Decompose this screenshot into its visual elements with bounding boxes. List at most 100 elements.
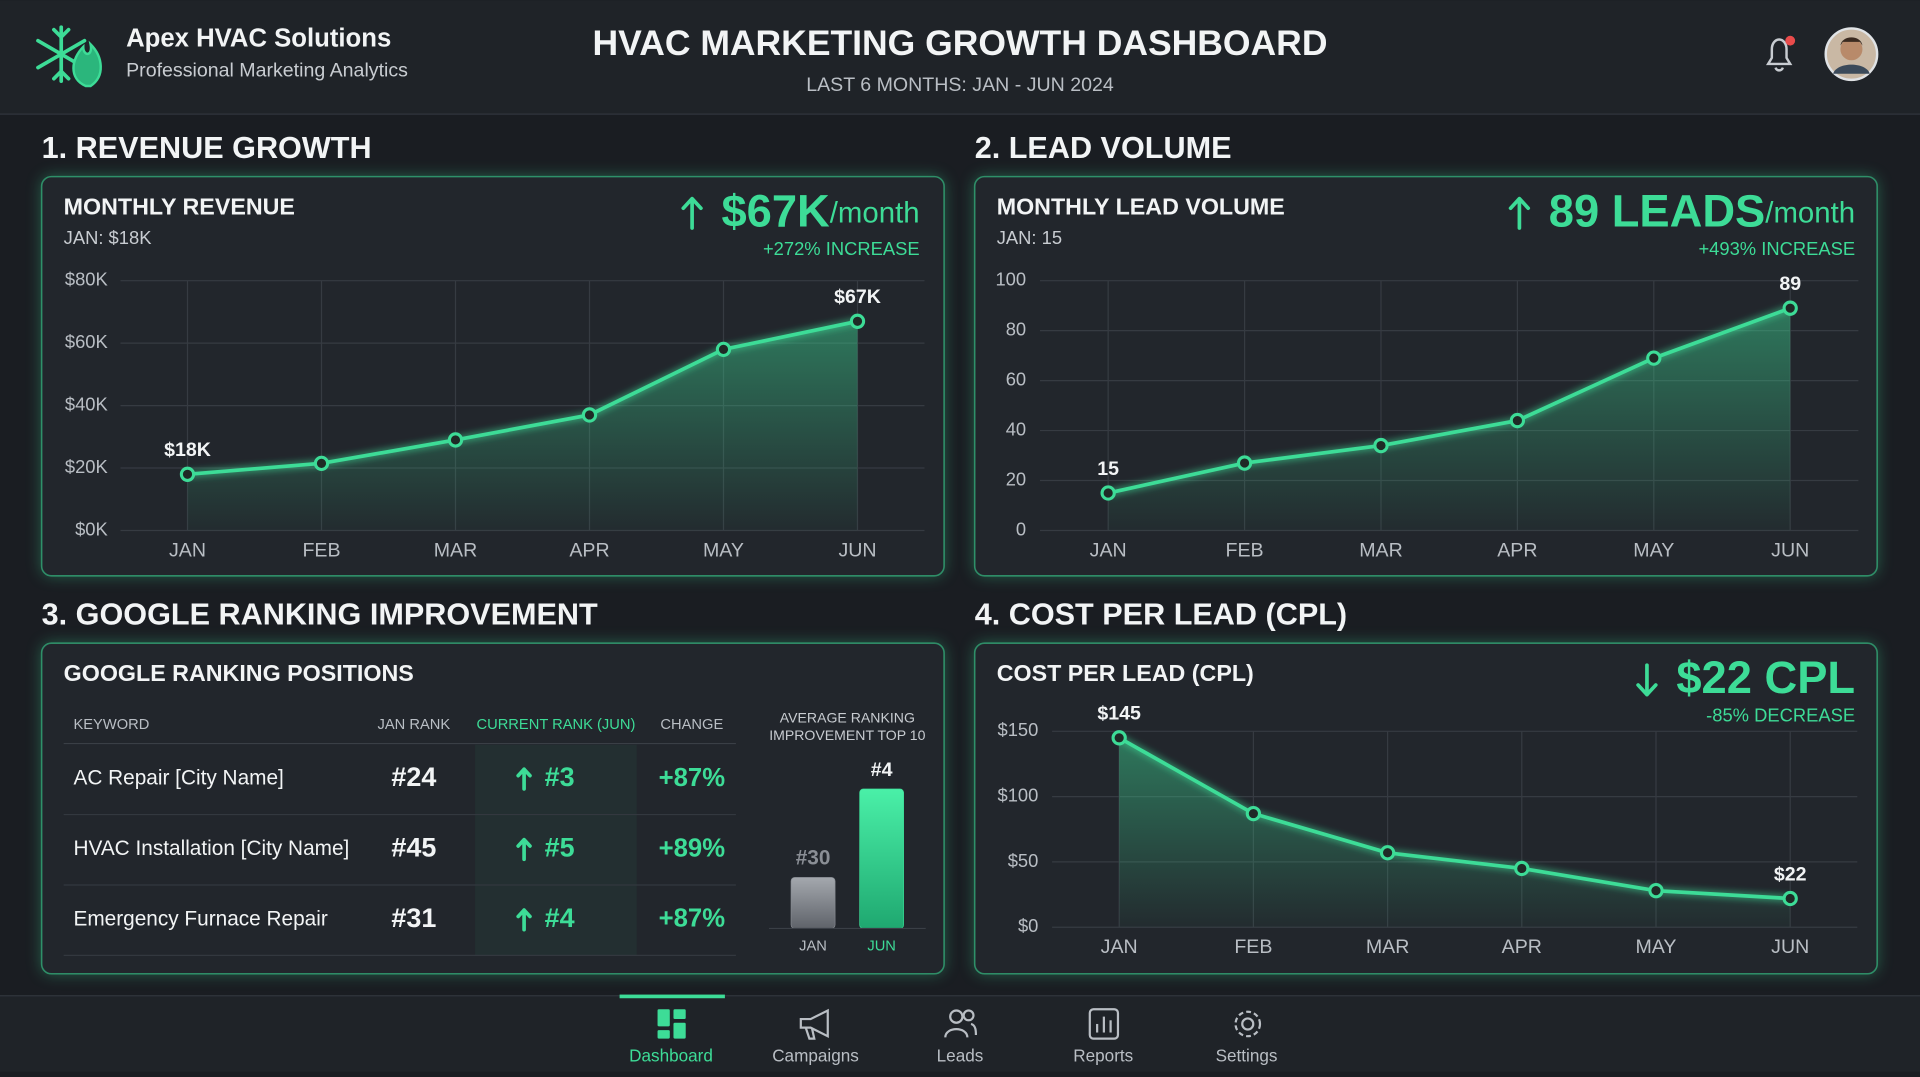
section-title: 1. REVENUE GROWTH bbox=[42, 131, 372, 165]
nav-item[interactable]: Campaigns bbox=[772, 1046, 859, 1066]
bar-label: #30 bbox=[796, 847, 831, 870]
area bbox=[1119, 737, 1791, 928]
x-tick-label: MAY bbox=[1636, 936, 1677, 958]
data-point bbox=[849, 313, 866, 329]
kpi-number: 89 LEADS bbox=[1549, 186, 1766, 237]
x-tick-label: FEB bbox=[1234, 936, 1272, 958]
data-point bbox=[1379, 845, 1396, 861]
line bbox=[1107, 306, 1791, 495]
current-rank: #5 bbox=[545, 833, 575, 863]
data-label: 89 bbox=[1779, 273, 1801, 295]
data-point bbox=[1509, 412, 1526, 429]
panel-title: COST PER LEAD (CPL) bbox=[997, 660, 1254, 686]
kpi-value: 89 LEADS/month bbox=[1549, 186, 1855, 237]
ranking-panel bbox=[40, 642, 945, 975]
x-tick-label: JUN bbox=[867, 939, 896, 955]
y-tick-label: $100 bbox=[998, 784, 1039, 805]
trend-arrow bbox=[1636, 663, 1658, 697]
panel-title: GOOGLE RANKING POSITIONS bbox=[64, 660, 414, 686]
brand-name: Apex HVAC Solutions bbox=[126, 24, 391, 52]
y-tick-label: 80 bbox=[1006, 318, 1026, 339]
jan-rank: #31 bbox=[391, 903, 436, 933]
data-point bbox=[1782, 300, 1798, 316]
trend-arrow bbox=[516, 767, 532, 791]
kpi-unit: /month bbox=[1765, 196, 1855, 229]
data-point bbox=[1646, 350, 1662, 366]
y-tick-label: 40 bbox=[1006, 418, 1026, 439]
y-tick-label: 60 bbox=[1006, 368, 1026, 389]
data-point bbox=[1100, 485, 1116, 501]
keyword: HVAC Installation [City Name] bbox=[73, 837, 349, 860]
x-tick-label: MAY bbox=[1633, 539, 1674, 561]
line bbox=[1118, 736, 1791, 901]
y-tick-label: $60K bbox=[65, 331, 109, 352]
x-tick-label: APR bbox=[569, 539, 609, 561]
x-tick-label: JAN bbox=[799, 939, 827, 955]
data-label: $18K bbox=[164, 439, 211, 461]
nav-item[interactable]: Leads bbox=[937, 1046, 984, 1066]
line bbox=[187, 319, 858, 477]
y-tick-label: $150 bbox=[998, 719, 1039, 740]
x-tick-label: FEB bbox=[1226, 539, 1264, 561]
data-point bbox=[1373, 437, 1389, 454]
user-avatar[interactable] bbox=[1824, 27, 1879, 82]
section-title: 4. COST PER LEAD (CPL) bbox=[975, 597, 1347, 631]
trend-arrow bbox=[516, 908, 532, 932]
x-tick-label: JUN bbox=[838, 539, 876, 561]
x-tick-label: APR bbox=[1502, 936, 1542, 958]
current-rank: #3 bbox=[545, 762, 575, 792]
table-header: JAN RANK bbox=[378, 717, 451, 733]
keyword: Emergency Furnace Repair bbox=[73, 907, 327, 930]
kpi-change: -85% DECREASE bbox=[1706, 704, 1855, 725]
nav-icon-campaigns bbox=[799, 1008, 829, 1040]
y-tick-label: 0 bbox=[1016, 518, 1026, 539]
nav-item[interactable]: Dashboard bbox=[629, 1046, 713, 1066]
x-tick-label: FEB bbox=[302, 539, 340, 561]
kpi-value: $67K/month bbox=[721, 186, 919, 237]
notifications[interactable] bbox=[1766, 35, 1796, 72]
bar bbox=[859, 788, 904, 929]
rank-change: +87% bbox=[659, 764, 726, 792]
dashboard-subtitle: LAST 6 MONTHS: JAN - JUN 2024 bbox=[806, 74, 1114, 96]
data-point bbox=[715, 341, 732, 358]
kpi-change: +493% INCREASE bbox=[1698, 238, 1855, 259]
bar bbox=[790, 877, 836, 929]
y-tick-label: $80K bbox=[65, 269, 109, 290]
nav-item[interactable]: Settings bbox=[1216, 1046, 1278, 1066]
x-tick-label: MAR bbox=[1366, 936, 1410, 958]
data-point bbox=[313, 455, 330, 472]
nav-icon-leads bbox=[944, 1009, 978, 1038]
x-tick-label: MAR bbox=[434, 539, 478, 561]
brand-tagline: Professional Marketing Analytics bbox=[126, 59, 408, 81]
x-tick-label: APR bbox=[1497, 539, 1537, 561]
kpi-value: $22 CPL bbox=[1676, 652, 1855, 703]
data-point bbox=[1245, 805, 1262, 822]
section-title: 2. LEAD VOLUME bbox=[975, 131, 1232, 165]
area bbox=[1108, 308, 1791, 531]
y-tick-label: $50 bbox=[1008, 850, 1039, 871]
table-header: CHANGE bbox=[660, 717, 723, 733]
y-tick-label: $0K bbox=[75, 518, 108, 539]
data-point bbox=[179, 466, 196, 482]
nav-item[interactable]: Reports bbox=[1073, 1046, 1133, 1066]
data-point bbox=[581, 407, 598, 423]
y-tick-label: 20 bbox=[1006, 468, 1026, 489]
panel-subtitle: JAN: 15 bbox=[997, 227, 1062, 248]
rank-change: +87% bbox=[659, 905, 726, 933]
logo bbox=[36, 25, 102, 88]
nav-bar bbox=[0, 995, 1920, 1072]
trend-arrow bbox=[1508, 196, 1531, 230]
trend-arrow bbox=[681, 196, 703, 230]
jan-rank: #24 bbox=[391, 762, 436, 792]
x-tick-label: MAY bbox=[703, 539, 744, 561]
data-point bbox=[1236, 455, 1253, 471]
data-label: $22 bbox=[1774, 863, 1807, 885]
section-title: 3. GOOGLE RANKING IMPROVEMENT bbox=[42, 597, 598, 631]
x-tick-label: JAN bbox=[1090, 539, 1127, 561]
kpi-change: +272% INCREASE bbox=[763, 238, 920, 259]
nav-icon-dashboard bbox=[657, 1009, 686, 1039]
nav-icon-settings bbox=[1234, 1010, 1262, 1038]
data-label: $145 bbox=[1097, 703, 1141, 725]
table-header: CURRENT RANK (JUN) bbox=[476, 717, 635, 733]
